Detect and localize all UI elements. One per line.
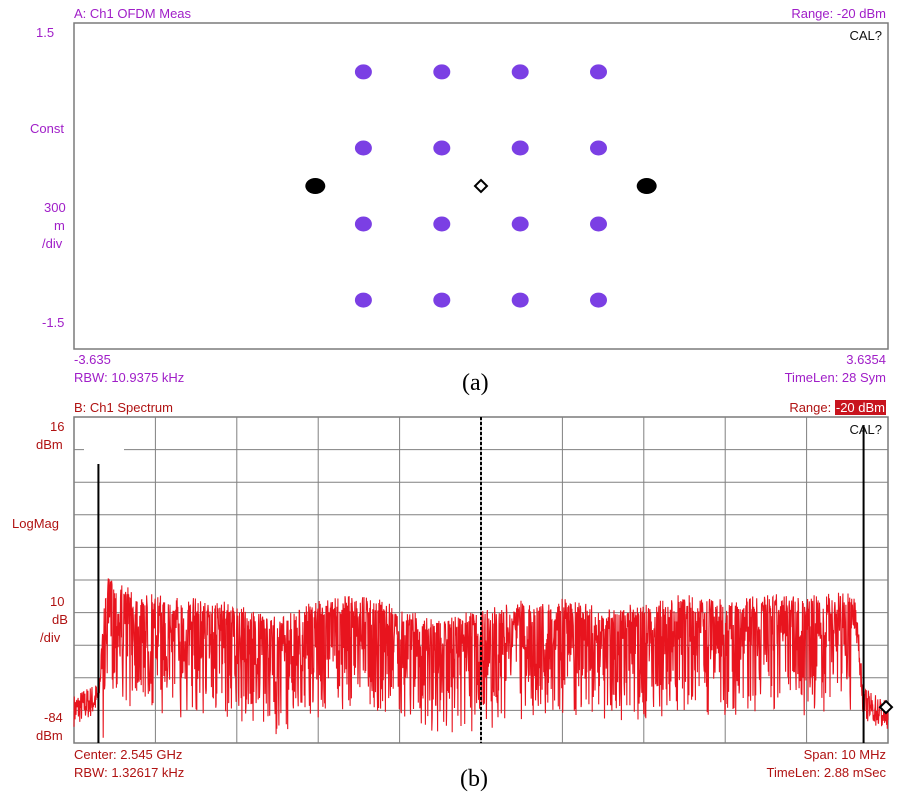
spectrum-marker-lines xyxy=(97,417,865,743)
panel-b-y-scale-unit: dB xyxy=(52,612,68,627)
panel-b-y-scale-div: /div xyxy=(40,630,61,645)
panel-b-rbw: RBW: 1.32617 kHz xyxy=(74,765,185,780)
panel-a-x-left: -3.635 xyxy=(74,352,111,367)
constellation-point xyxy=(511,292,529,308)
constellation-marker[interactable] xyxy=(473,178,489,194)
panel-b-y-scale-value: 10 xyxy=(50,594,65,609)
panel-a-range[interactable]: Range: -20 dBm xyxy=(791,6,886,21)
constellation-point xyxy=(590,216,607,232)
constellation-point xyxy=(354,64,372,80)
constellation-point xyxy=(433,140,451,156)
panel-a-y-name: Const xyxy=(30,121,64,136)
panel-a-rbw: RBW: 10.9375 kHz xyxy=(74,370,185,385)
panel-a-cal-status: CAL? xyxy=(849,28,882,43)
constellation-point xyxy=(511,140,529,156)
caption-a: (a) xyxy=(462,370,489,396)
panel-a-y-bottom: -1.5 xyxy=(42,315,65,330)
constellation-point xyxy=(433,64,451,80)
pilot-point xyxy=(305,178,326,194)
constellation-point xyxy=(433,292,451,308)
panel-a-y-scale-unit: m xyxy=(54,218,65,233)
panel-a-x-right: 3.6354 xyxy=(846,352,886,367)
constellation-point xyxy=(433,216,451,232)
pilot-point xyxy=(636,178,657,194)
panel-b-cal-status: CAL? xyxy=(849,422,882,437)
diamond-marker-icon xyxy=(473,178,489,194)
panel-b-timelen: TimeLen: 2.88 mSec xyxy=(766,765,886,780)
panel-b-y-name: LogMag xyxy=(12,516,59,531)
constellation-point xyxy=(590,140,607,156)
panel-b-range[interactable]: Range: -20 dBm xyxy=(789,400,886,415)
constellation-point xyxy=(590,292,607,308)
constellation-point xyxy=(511,64,529,80)
panel-b-range-prefix: Range: xyxy=(789,400,835,415)
panel-a-timelen: TimeLen: 28 Sym xyxy=(784,370,886,385)
legend-blank-box xyxy=(84,424,124,464)
panel-b-y-bottom-unit: dBm xyxy=(36,728,63,743)
panel-b-y-top-value: 16 xyxy=(50,419,65,434)
diamond-marker-icon xyxy=(878,699,894,715)
panel-a-y-scale-value: 300 xyxy=(44,200,66,215)
panel-b-title: B: Ch1 Spectrum xyxy=(74,400,173,415)
constellation-point xyxy=(354,140,372,156)
panel-a-title: A: Ch1 OFDM Meas xyxy=(74,6,192,21)
constellation-point xyxy=(354,216,372,232)
panel-b-center: Center: 2.545 GHz xyxy=(74,747,183,762)
panel-b-y-top-unit: dBm xyxy=(36,437,63,452)
panel-b-span: Span: 10 MHz xyxy=(803,747,886,762)
constellation-point xyxy=(590,64,607,80)
caption-b: (b) xyxy=(460,766,488,792)
panel-b-y-bottom-value: -84 xyxy=(44,710,63,725)
panel-b-range-value[interactable]: -20 dBm xyxy=(834,400,886,415)
panel-a-y-scale-div: /div xyxy=(42,236,63,251)
constellation-point xyxy=(511,216,529,232)
constellation-point xyxy=(354,292,372,308)
constellation-points xyxy=(305,64,657,308)
panel-a-y-top: 1.5 xyxy=(36,25,55,40)
spectrum-marker[interactable] xyxy=(878,699,894,715)
